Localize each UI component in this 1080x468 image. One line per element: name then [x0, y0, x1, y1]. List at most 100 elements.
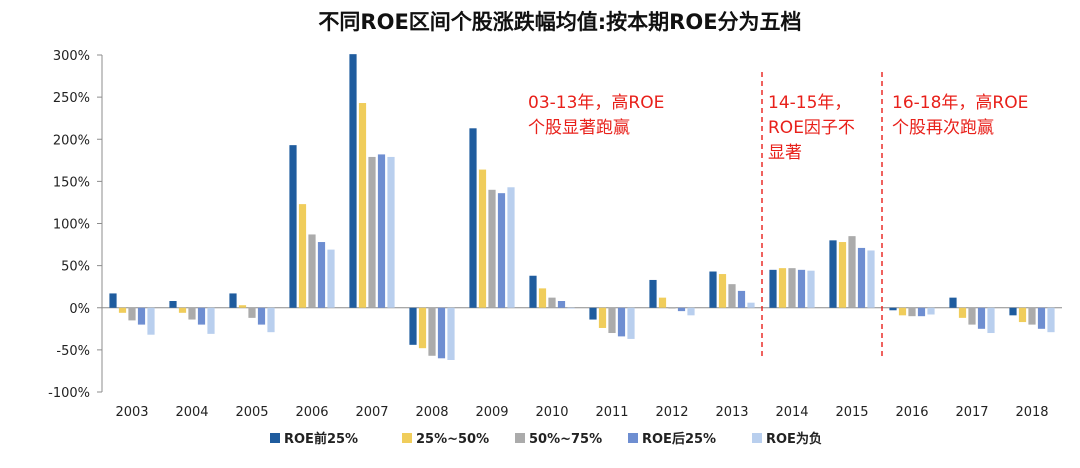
annotation-text: 显著: [768, 143, 802, 163]
bar: [769, 269, 777, 308]
bar: [709, 271, 717, 308]
legend-swatch: [515, 433, 525, 443]
bar: [298, 204, 307, 308]
legend-swatch: [270, 433, 280, 443]
bar: [917, 307, 926, 317]
legend-swatch: [752, 433, 762, 443]
bar: [478, 169, 487, 308]
bar: [598, 307, 607, 328]
bar: [718, 274, 727, 308]
x-tick-label: 2006: [295, 405, 328, 420]
bar: [567, 307, 575, 309]
x-tick-label: 2010: [535, 405, 568, 420]
legend-label: ROE为负: [766, 431, 822, 447]
bar: [229, 293, 237, 308]
bar: [169, 301, 177, 308]
x-tick-label: 2003: [115, 405, 148, 420]
y-tick-label: 0%: [69, 302, 90, 317]
bar: [238, 305, 247, 308]
bar: [488, 189, 496, 308]
bar: [538, 288, 547, 308]
bar: [747, 302, 755, 308]
bar: [627, 307, 635, 339]
bar: [447, 307, 455, 360]
bar: [677, 307, 686, 312]
bar: [317, 242, 326, 308]
bar: [358, 103, 367, 308]
bar: [589, 307, 597, 320]
bar: [728, 284, 736, 308]
axes: 300% 250% 200% 150% 100% 50% 0% -50% -100% 2003 20…: [48, 49, 1062, 420]
x-tick-label: 2015: [835, 405, 868, 420]
bar: [737, 290, 746, 308]
bar: [147, 307, 155, 335]
legend: ROE前25% 25%~50% 50%~75% ROE后25% ROE为负: [270, 431, 822, 447]
y-tick-label: -50%: [56, 344, 90, 359]
bar: [377, 154, 386, 308]
legend-label: 25%~50%: [416, 432, 489, 447]
bar: [1028, 307, 1036, 325]
bar: [927, 307, 935, 315]
bar: [898, 307, 907, 316]
x-tick-label: 2008: [415, 405, 448, 420]
y-tick-label: 250%: [53, 91, 90, 106]
bar: [867, 250, 875, 308]
bar: [788, 268, 796, 308]
bar: [1009, 307, 1017, 316]
bar: [1037, 307, 1046, 329]
bar: [797, 269, 806, 308]
bar: [257, 307, 266, 325]
legend-swatch: [402, 433, 412, 443]
bar: [548, 297, 556, 308]
bar: [507, 187, 515, 308]
bar: [848, 236, 856, 308]
bar: [387, 156, 395, 308]
legend-label: 50%~75%: [529, 432, 602, 447]
x-tick-label: 2005: [235, 405, 268, 420]
dividers: [761, 72, 883, 360]
annotation-text: 03-13年，高ROE: [528, 93, 664, 113]
x-tick-label: 2016: [895, 405, 928, 420]
x-tick-label: 2004: [175, 405, 208, 420]
x-tick-label: 2012: [655, 405, 688, 420]
bar: [778, 268, 787, 308]
annotation-text: ROE因子不: [768, 118, 855, 138]
y-tick-label: 200%: [53, 133, 90, 148]
bar: [289, 145, 297, 308]
x-tick-label: 2018: [1015, 405, 1048, 420]
bar: [958, 307, 967, 318]
bar: [118, 307, 127, 313]
bar: [349, 54, 357, 308]
bar: [557, 301, 566, 308]
bar: [437, 307, 446, 359]
bar: [248, 307, 256, 318]
bar: [838, 242, 847, 308]
bar: [308, 234, 316, 308]
bar: [327, 249, 335, 308]
chart-title: 不同ROE区间个股涨跌幅均值:按本期ROE分为五档: [318, 10, 801, 34]
bar: [949, 297, 957, 308]
bar: [857, 247, 866, 308]
y-tick-label: 100%: [53, 218, 90, 233]
bar: [687, 307, 695, 316]
bar: [137, 307, 146, 325]
bar: [428, 307, 436, 356]
legend-swatch: [628, 433, 638, 443]
bar: [807, 270, 815, 308]
bar: [889, 307, 897, 311]
y-tick-label: -100%: [48, 386, 90, 401]
bar: [409, 307, 417, 345]
bar: [529, 275, 537, 308]
bar: [469, 128, 477, 308]
bar: [188, 307, 196, 320]
bar: [197, 307, 206, 325]
x-tick-label: 2007: [355, 405, 388, 420]
x-tick-label: 2014: [775, 405, 808, 420]
bar: [368, 156, 376, 308]
annotation-text: 个股再次跑赢: [892, 118, 994, 138]
bar: [418, 307, 427, 349]
x-tick-label: 2017: [955, 405, 988, 420]
bar: [128, 307, 136, 321]
